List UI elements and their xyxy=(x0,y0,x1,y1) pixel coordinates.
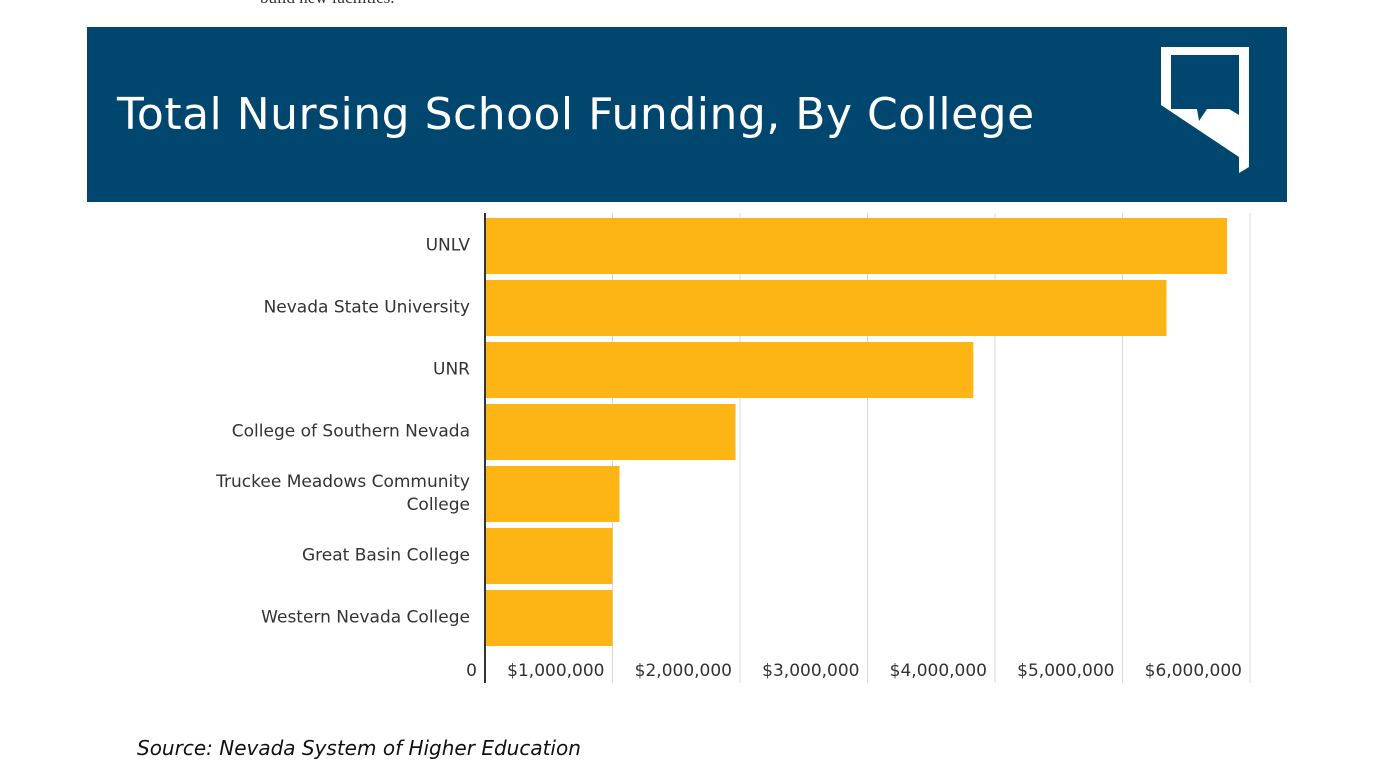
x-tick-label: 0 xyxy=(466,661,477,681)
x-tick-label: $6,000,000 xyxy=(1144,661,1242,681)
x-tick-label: $2,000,000 xyxy=(634,661,732,681)
y-tick-label: Nevada State University xyxy=(263,297,470,318)
bar xyxy=(485,218,1228,274)
x-tick-label: $1,000,000 xyxy=(507,661,605,681)
bar xyxy=(485,590,613,646)
context-text: build new facilities. xyxy=(260,0,395,8)
y-tick-label: Great Basin College xyxy=(302,545,470,566)
y-tick-label: College of Southern Nevada xyxy=(231,421,470,442)
y-tick-label: UNLV xyxy=(425,235,470,256)
y-tick-label: Truckee Meadows Community College xyxy=(216,472,470,515)
logo xyxy=(1161,47,1249,173)
bar xyxy=(485,466,620,522)
bar xyxy=(485,342,974,398)
header-band: Total Nursing School Funding, By College xyxy=(87,27,1287,202)
x-tick-label: $5,000,000 xyxy=(1017,661,1115,681)
x-tick-label: $4,000,000 xyxy=(889,661,987,681)
x-tick-label: $3,000,000 xyxy=(762,661,860,681)
bar xyxy=(485,528,613,584)
bar xyxy=(485,404,736,460)
bar xyxy=(485,280,1167,336)
chart-title: Total Nursing School Funding, By College xyxy=(117,89,1035,140)
y-tick-label: UNR xyxy=(433,359,470,380)
source-note: Source: Nevada System of Higher Educatio… xyxy=(137,736,581,760)
y-tick-label: Western Nevada College xyxy=(261,607,470,628)
